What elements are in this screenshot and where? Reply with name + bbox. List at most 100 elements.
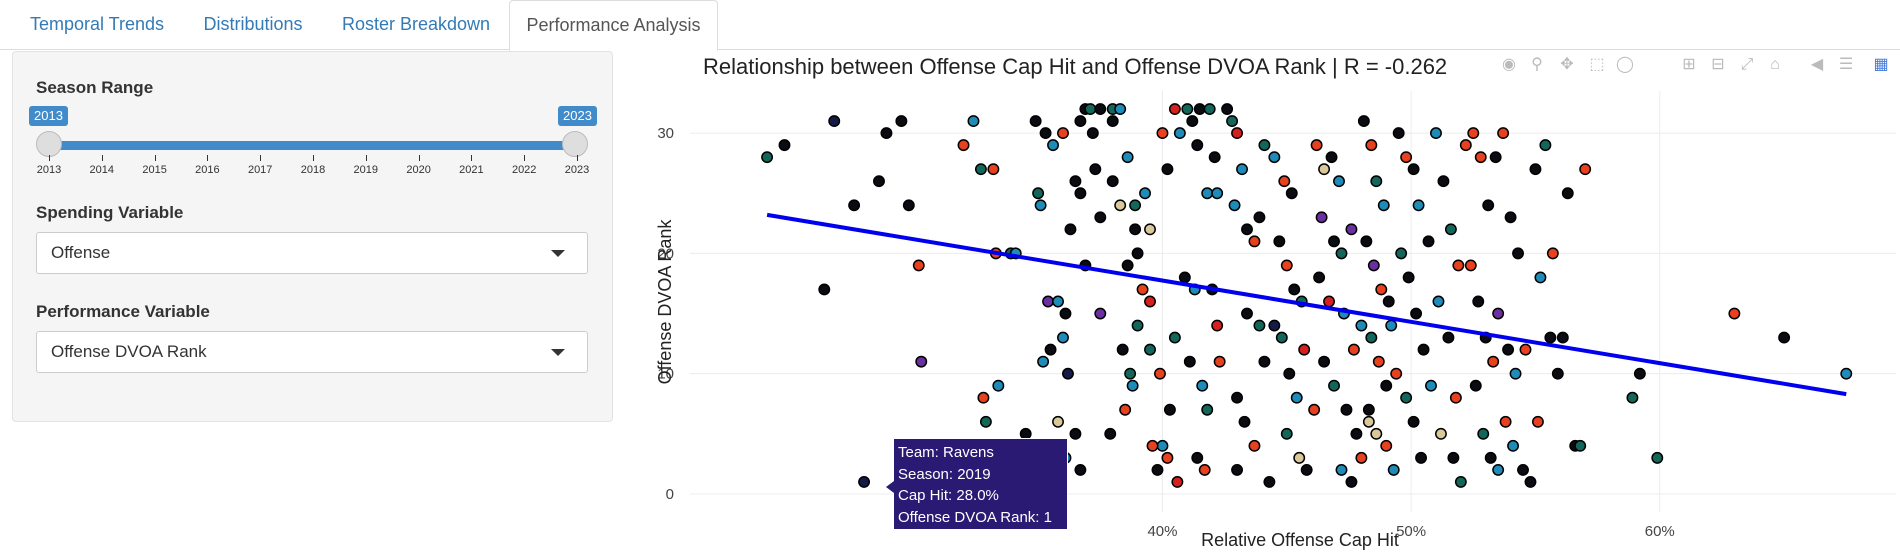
spike-lines-icon[interactable]: ◀ <box>1810 56 1824 73</box>
scatter-point <box>1482 199 1495 212</box>
scatter-point <box>1084 103 1097 115</box>
slider-max-bubble: 2023 <box>558 106 597 126</box>
zoom-out-icon[interactable]: ⊟ <box>1711 56 1725 73</box>
scatter-point <box>1561 187 1574 200</box>
reset-axes-icon[interactable]: ⌂ <box>1770 56 1780 73</box>
scatter-point <box>1484 451 1497 464</box>
scatter-point <box>1370 175 1383 188</box>
scatter-point <box>1131 319 1144 332</box>
tooltip-season: Season: 2019 <box>898 465 991 483</box>
scatter-point <box>1119 403 1132 416</box>
scatter-point <box>1492 463 1505 476</box>
scatter-point <box>1288 283 1301 296</box>
scatter-point <box>1778 331 1791 344</box>
scatter-point <box>1449 391 1462 404</box>
scatter-point <box>1400 151 1413 164</box>
scatter-point <box>1325 151 1338 164</box>
scatter-point <box>1094 103 1107 115</box>
spending-variable-label: Spending Variable <box>36 203 184 222</box>
scatter-point <box>1156 127 1169 140</box>
performance-variable-select[interactable]: Offense DVOA Rank <box>36 331 588 373</box>
autoscale-icon[interactable]: ⤢ <box>1740 56 1754 73</box>
scatter-point <box>1318 163 1331 176</box>
scatter-point <box>1447 451 1460 464</box>
scatter-point <box>1415 451 1428 464</box>
scatter-point <box>1238 415 1251 428</box>
scatter-point <box>1477 427 1490 440</box>
tab-roster-breakdown[interactable]: Roster Breakdown <box>341 14 491 34</box>
plot-modebar: ◉ ⚲ ✥ ⬚ ◯ ⊞ ⊟ ⤢ ⌂ ◀ ☰ ▦ <box>1499 55 1894 79</box>
scatter-point <box>1057 331 1069 344</box>
scatter-point <box>1469 379 1482 392</box>
scatter-point <box>1333 175 1345 188</box>
scatter-point <box>1524 475 1537 488</box>
season-range-label: Season Range <box>36 78 154 97</box>
scatter-point <box>1407 415 1420 428</box>
scatter-point <box>1367 259 1380 272</box>
pan-icon[interactable]: ✥ <box>1560 56 1574 73</box>
tab-distributions[interactable]: Distributions <box>203 14 303 34</box>
scatter-point <box>1248 235 1261 248</box>
scatter-point <box>1425 379 1437 392</box>
scatter-point <box>1290 391 1303 404</box>
zoom-in-icon[interactable]: ⊞ <box>1682 56 1696 73</box>
scatter-point <box>1037 355 1050 368</box>
scatter-point <box>1529 163 1542 176</box>
scatter-point <box>1318 355 1331 368</box>
season-range-slider-track[interactable] <box>49 141 585 150</box>
scatter-point <box>1114 199 1127 212</box>
scatter-point <box>1362 415 1375 428</box>
scatter-point <box>1126 379 1139 392</box>
box-select-icon[interactable]: ⬚ <box>1589 56 1605 73</box>
scatter-point <box>1454 475 1467 488</box>
y-axis-title: Offense DVOA Rank <box>655 219 675 385</box>
scatter-point <box>1275 331 1288 344</box>
scatter-point <box>1380 379 1393 392</box>
compare-hover-icon[interactable]: ☰ <box>1838 56 1854 73</box>
scatter-point <box>1039 127 1052 140</box>
slider-tick-mark <box>260 155 262 161</box>
scatter-point <box>1121 259 1134 272</box>
zoom-icon[interactable]: ⚲ <box>1531 56 1543 73</box>
slider-tick-mark <box>207 155 209 161</box>
scatter-point <box>1626 391 1639 404</box>
scatter-point <box>1509 367 1522 380</box>
x-tick-label: 60% <box>1645 523 1675 540</box>
scatter-point <box>1502 343 1515 356</box>
scatter-point <box>1211 319 1224 332</box>
scatter-point <box>858 475 871 488</box>
camera-icon[interactable]: ◉ <box>1502 56 1516 73</box>
spending-variable-select[interactable]: Offense <box>36 232 588 274</box>
scatter-point <box>1487 355 1500 368</box>
chevron-down-icon <box>551 349 565 356</box>
hover-tooltip: Team: Ravens Season: 2019 Cap Hit: 28.0%… <box>886 438 1068 530</box>
scatter-point <box>1146 439 1159 452</box>
scatter-point <box>1442 331 1455 344</box>
lasso-select-icon[interactable]: ◯ <box>1616 56 1634 73</box>
tab-temporal-trends[interactable]: Temporal Trends <box>29 14 165 34</box>
slider-min-handle[interactable] <box>36 131 62 157</box>
tab-bar: Temporal Trends Distributions Roster Bre… <box>0 0 1900 51</box>
scatter-point <box>1136 283 1149 296</box>
slider-tick-label: 2023 <box>564 164 590 176</box>
slider-min-bubble: 2013 <box>29 106 68 126</box>
scatter-point <box>1728 307 1741 320</box>
tab-performance-analysis[interactable]: Performance Analysis <box>509 0 718 51</box>
scatter-point <box>1263 475 1276 488</box>
tooltip-team: Team: Ravens <box>898 444 994 461</box>
scatter-point <box>1474 151 1487 164</box>
spending-variable-value: Offense <box>51 243 111 262</box>
scatter-point <box>1089 163 1102 176</box>
slider-tick-mark <box>313 155 314 161</box>
scatter-point <box>761 151 774 164</box>
scatter-point <box>1193 103 1206 115</box>
slider-max-handle[interactable] <box>562 131 588 157</box>
chevron-down-icon <box>551 250 565 257</box>
scatter-point <box>1069 427 1082 440</box>
plotly-logo-icon[interactable]: ▦ <box>1873 56 1889 73</box>
scatter-point <box>1131 247 1144 260</box>
scatter-point <box>1074 463 1087 476</box>
scatter-point <box>1464 259 1477 272</box>
tooltip-cap-hit: Cap Hit: 28.0% <box>898 487 999 504</box>
